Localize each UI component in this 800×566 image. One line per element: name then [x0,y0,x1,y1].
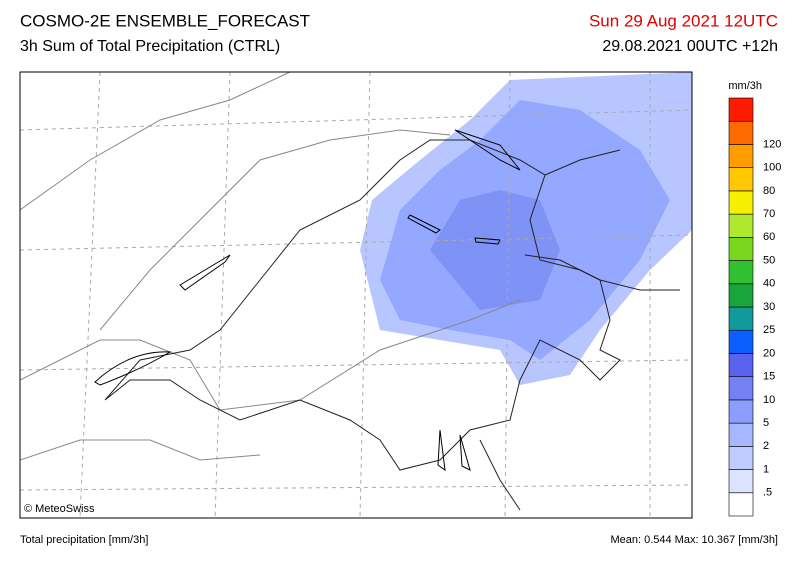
legend-label: 25 [763,324,775,336]
legend-label: 20 [763,347,775,359]
legend-swatch [728,144,754,168]
legend-swatch [728,283,754,308]
legend-label: 80 [763,185,775,197]
legend-swatch [728,260,754,285]
legend-label: 15 [763,371,775,383]
lakes [94,129,521,472]
legend-label: 2 [763,440,769,452]
footer-stats: Mean: 0.544 Max: 10.367 [mm/3h] [610,534,778,546]
legend-swatch [728,237,754,261]
legend-swatch [728,97,754,122]
legend-swatch [728,190,754,215]
map-frame [19,71,693,519]
title: COSMO-2E ENSEMBLE_FORECAST [20,11,310,30]
legend-label: 5 [763,417,769,429]
legend-swatch [728,213,754,238]
precip-area [430,190,560,310]
legend-swatch [728,306,754,331]
legend-label: 50 [763,254,775,266]
legend-label: 120 [763,138,781,150]
legend-swatch [728,492,754,517]
legend-swatch [728,353,754,377]
legend-label: 10 [763,394,775,406]
legend-label: 70 [763,208,775,220]
credit: © MeteoSwiss [24,503,95,515]
legend-label: .5 [763,487,772,499]
legend-swatch [728,167,754,192]
country-border [104,139,680,511]
legend-label: 60 [763,231,775,243]
grid [20,72,692,518]
legend-unit: mm/3h [728,80,762,92]
footer-left: Total precipitation [mm/3h] [20,534,148,546]
legend-swatch [728,446,754,470]
legend-swatch [728,329,754,354]
legend-swatch [728,120,754,145]
valid-time: Sun 29 Aug 2021 12UTC [589,11,778,30]
legend-label: 1 [763,463,769,475]
subtitle: 3h Sum of Total Precipitation (CTRL) [20,38,280,55]
borders [20,72,521,461]
legend-swatch [728,376,754,401]
legend-swatch [728,469,754,494]
legend-label: 30 [763,301,775,313]
legend-label: 40 [763,278,775,290]
run-time: 29.08.2021 00UTC +12h [602,38,778,55]
legend-swatch [728,399,754,424]
legend-swatch [728,422,754,447]
map: © MeteoSwiss [19,71,693,519]
legend-label: 100 [763,162,781,174]
